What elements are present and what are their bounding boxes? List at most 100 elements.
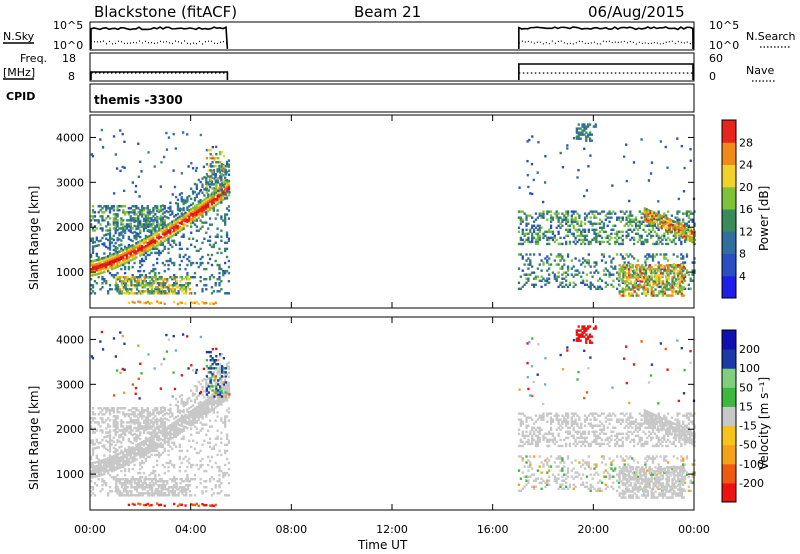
power-cell xyxy=(126,292,129,295)
velocity-cell xyxy=(207,403,210,407)
power-cell xyxy=(122,292,126,295)
power-cell xyxy=(653,217,656,220)
power-cell xyxy=(90,277,93,281)
power-cell xyxy=(163,211,166,214)
power-cell xyxy=(112,273,115,277)
velocity-cell xyxy=(127,460,131,463)
power-cell xyxy=(120,292,124,295)
power-cell xyxy=(173,275,176,279)
velocity-cell xyxy=(118,436,121,439)
power-cell xyxy=(105,229,108,232)
power-cell xyxy=(103,277,106,281)
velocity-cell xyxy=(195,385,198,388)
velocity-cell xyxy=(144,436,148,440)
velocity-cell xyxy=(193,392,197,396)
velocity-cell xyxy=(220,431,223,434)
power-cell xyxy=(581,131,584,134)
power-cell xyxy=(118,227,121,230)
power-cell xyxy=(216,235,219,238)
velocity-cell xyxy=(112,411,115,414)
power-cell xyxy=(658,214,662,217)
power-cell xyxy=(593,236,596,240)
velocity-heatmap xyxy=(90,325,696,508)
velocity-cell xyxy=(157,443,161,446)
velocity-cell xyxy=(174,397,178,401)
power-cell xyxy=(225,195,229,198)
velocity-cell xyxy=(140,411,144,414)
power-cell xyxy=(211,161,214,164)
velocity-cell xyxy=(205,433,208,436)
power-cell xyxy=(127,261,131,265)
velocity-cell xyxy=(178,455,181,459)
power-cell xyxy=(131,256,134,259)
power-cell xyxy=(683,235,686,238)
velocity-cell xyxy=(227,375,231,378)
power-cell xyxy=(108,256,112,259)
power-cell xyxy=(183,286,186,289)
power-cell xyxy=(540,212,543,215)
power-cell xyxy=(677,264,680,267)
power-cell xyxy=(683,237,686,240)
power-cell xyxy=(643,288,646,291)
power-cell xyxy=(682,281,685,284)
power-cell xyxy=(572,226,575,229)
power-cell xyxy=(105,280,108,283)
power-cell xyxy=(561,224,564,227)
power-cell xyxy=(97,264,100,267)
velocity-cell xyxy=(163,435,166,439)
velocity-cell xyxy=(220,469,223,473)
power-cell xyxy=(139,246,142,249)
velocity-cell xyxy=(110,407,114,410)
velocity-cell xyxy=(216,437,219,440)
power-cell xyxy=(581,133,584,136)
power-cell xyxy=(631,255,634,258)
velocity-cell xyxy=(101,484,104,487)
power-cell xyxy=(542,214,545,217)
velocity-cell xyxy=(114,466,117,469)
power-cell xyxy=(685,224,689,227)
power-cell xyxy=(151,277,154,281)
power-cell xyxy=(169,288,173,291)
velocity-cell xyxy=(156,421,159,425)
velocity-cell xyxy=(120,482,124,485)
velocity-cell xyxy=(125,448,129,452)
power-cell xyxy=(195,207,198,211)
power-cell xyxy=(124,292,127,295)
power-cell xyxy=(210,200,214,204)
power-cell xyxy=(131,250,134,253)
velocity-cell xyxy=(167,441,170,445)
velocity-cell xyxy=(140,425,144,428)
power-cell xyxy=(178,209,181,212)
power-cell xyxy=(135,231,138,235)
velocity-cell xyxy=(193,407,197,410)
power-cell xyxy=(139,248,142,251)
power-cell xyxy=(220,251,223,255)
power-cell xyxy=(224,169,227,172)
velocity-cell xyxy=(110,469,114,473)
velocity-cell xyxy=(156,492,159,495)
power-cell xyxy=(632,161,636,164)
power-cell xyxy=(659,285,662,289)
power-cell xyxy=(667,274,670,277)
power-cell xyxy=(604,261,607,264)
power-cell xyxy=(671,282,674,285)
power-cell xyxy=(186,263,189,267)
velocity-cell xyxy=(195,420,198,423)
power-cell xyxy=(563,218,566,221)
velocity-cell xyxy=(167,437,170,440)
power-cell xyxy=(116,255,119,258)
power-cell xyxy=(203,267,206,271)
power-cell xyxy=(208,277,212,281)
power-cell xyxy=(555,216,558,219)
power-cell xyxy=(671,227,675,231)
velocity-cell xyxy=(148,448,151,452)
power-cell xyxy=(202,165,206,169)
power-cell xyxy=(156,244,159,247)
velocity-cell xyxy=(91,461,95,465)
power-cell xyxy=(216,209,219,212)
velocity-cell xyxy=(159,442,163,445)
power-cell xyxy=(99,239,102,242)
power-cell xyxy=(123,227,127,230)
power-cell xyxy=(671,264,674,267)
velocity-cell xyxy=(133,407,136,410)
